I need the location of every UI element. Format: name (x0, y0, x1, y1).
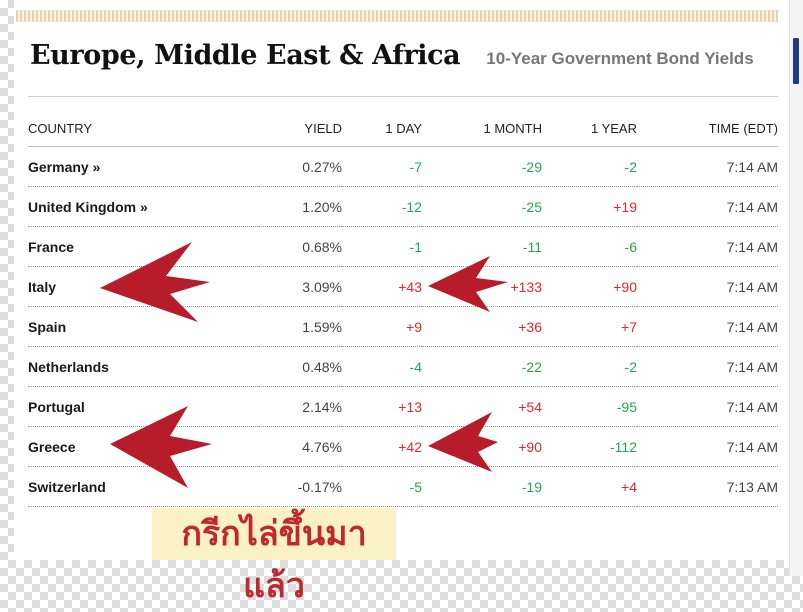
yield-cell: 2.14% (258, 386, 342, 427)
table-row[interactable]: Netherlands 0.48% -4 -22 -2 7:14 AM (28, 346, 778, 387)
yield-cell: 0.27% (258, 146, 342, 187)
column-header-1-month[interactable]: 1 MONTH (422, 110, 542, 147)
change-1-month-cell: -19 (422, 466, 542, 507)
country-cell[interactable]: Spain (28, 306, 258, 347)
annotation-arrow-greece-1day (428, 412, 498, 472)
change-1-day-cell: +43 (342, 266, 422, 307)
time-cell: 7:14 AM (637, 426, 778, 467)
change-1-day-cell: -1 (342, 226, 422, 267)
scrollbar-thumb[interactable] (793, 38, 799, 84)
yield-cell: 0.68% (258, 226, 342, 267)
yield-cell: -0.17% (258, 466, 342, 507)
change-1-month-cell: -22 (422, 346, 542, 387)
arrow-shape (110, 406, 212, 488)
change-1-month-cell: +133 (422, 266, 542, 307)
change-1-day-cell: -5 (342, 466, 422, 507)
column-header-1-year[interactable]: 1 YEAR (542, 110, 637, 147)
country-cell[interactable]: United Kingdom » (28, 186, 258, 227)
column-header-yield[interactable]: YIELD (258, 110, 342, 147)
bond-yields-table: COUNTRY YIELD 1 DAY 1 MONTH 1 YEAR TIME … (28, 110, 778, 507)
time-cell: 7:14 AM (637, 266, 778, 307)
annotation-arrow-italy-country (100, 242, 210, 322)
table-row[interactable]: Switzerland -0.17% -5 -19 +4 7:13 AM (28, 466, 778, 507)
column-header-country[interactable]: COUNTRY (28, 110, 258, 147)
yield-cell: 0.48% (258, 346, 342, 387)
yield-cell: 1.59% (258, 306, 342, 347)
table-row[interactable]: Germany » 0.27% -7 -29 -2 7:14 AM (28, 146, 778, 187)
change-1-month-cell: -25 (422, 186, 542, 227)
change-1-year-cell: +19 (542, 186, 637, 227)
arrow-shape (428, 256, 508, 312)
change-1-year-cell: +90 (542, 266, 637, 307)
change-1-day-cell: -7 (342, 146, 422, 187)
table-row[interactable]: Spain 1.59% +9 +36 +7 7:14 AM (28, 306, 778, 347)
arrow-shape (100, 242, 210, 322)
heading-divider (28, 96, 778, 97)
table-row[interactable]: Portugal 2.14% +13 +54 -95 7:14 AM (28, 386, 778, 427)
country-cell[interactable]: France (28, 226, 258, 267)
page-subtitle: 10-Year Government Bond Yields (486, 49, 754, 68)
column-header-1-day[interactable]: 1 DAY (342, 110, 422, 147)
time-cell: 7:14 AM (637, 306, 778, 347)
yield-cell: 3.09% (258, 266, 342, 307)
change-1-day-cell: +9 (342, 306, 422, 347)
change-1-year-cell: +4 (542, 466, 637, 507)
change-1-year-cell: +7 (542, 306, 637, 347)
country-cell[interactable]: Germany » (28, 146, 258, 187)
time-cell: 7:14 AM (637, 186, 778, 227)
window-scrollbar[interactable] (789, 0, 803, 576)
time-cell: 7:14 AM (637, 346, 778, 387)
change-1-year-cell: -112 (542, 426, 637, 467)
country-cell[interactable]: Portugal (28, 386, 258, 427)
page-heading: Europe, Middle East & Africa 10-Year Gov… (30, 40, 754, 71)
change-1-day-cell: +42 (342, 426, 422, 467)
column-header-time[interactable]: TIME (EDT) (637, 110, 778, 147)
annotation-caption: กรีกไล่ขึ้นมาแล้ว (152, 508, 396, 606)
decorative-stripe (16, 10, 778, 22)
change-1-month-cell: -29 (422, 146, 542, 187)
change-1-day-cell: -12 (342, 186, 422, 227)
change-1-month-cell: +36 (422, 306, 542, 347)
yield-cell: 1.20% (258, 186, 342, 227)
page-title: Europe, Middle East & Africa (30, 40, 461, 71)
arrow-shape (428, 412, 498, 472)
country-cell[interactable]: Netherlands (28, 346, 258, 387)
table-row[interactable]: Italy 3.09% +43 +133 +90 7:14 AM (28, 266, 778, 307)
change-1-year-cell: -6 (542, 226, 637, 267)
change-1-year-cell: -2 (542, 146, 637, 187)
change-1-day-cell: -4 (342, 346, 422, 387)
annotation-arrow-italy-1day (428, 256, 508, 312)
annotation-arrow-greece-country (110, 406, 212, 488)
change-1-year-cell: -2 (542, 346, 637, 387)
yield-cell: 4.76% (258, 426, 342, 467)
time-cell: 7:14 AM (637, 146, 778, 187)
table-header-row: COUNTRY YIELD 1 DAY 1 MONTH 1 YEAR TIME … (28, 110, 778, 147)
change-1-day-cell: +13 (342, 386, 422, 427)
table-row[interactable]: United Kingdom » 1.20% -12 -25 +19 7:14 AM (28, 186, 778, 227)
time-cell: 7:14 AM (637, 386, 778, 427)
time-cell: 7:14 AM (637, 226, 778, 267)
time-cell: 7:13 AM (637, 466, 778, 507)
change-1-year-cell: -95 (542, 386, 637, 427)
country-cell[interactable]: Switzerland (28, 466, 258, 507)
table-row[interactable]: France 0.68% -1 -11 -6 7:14 AM (28, 226, 778, 267)
